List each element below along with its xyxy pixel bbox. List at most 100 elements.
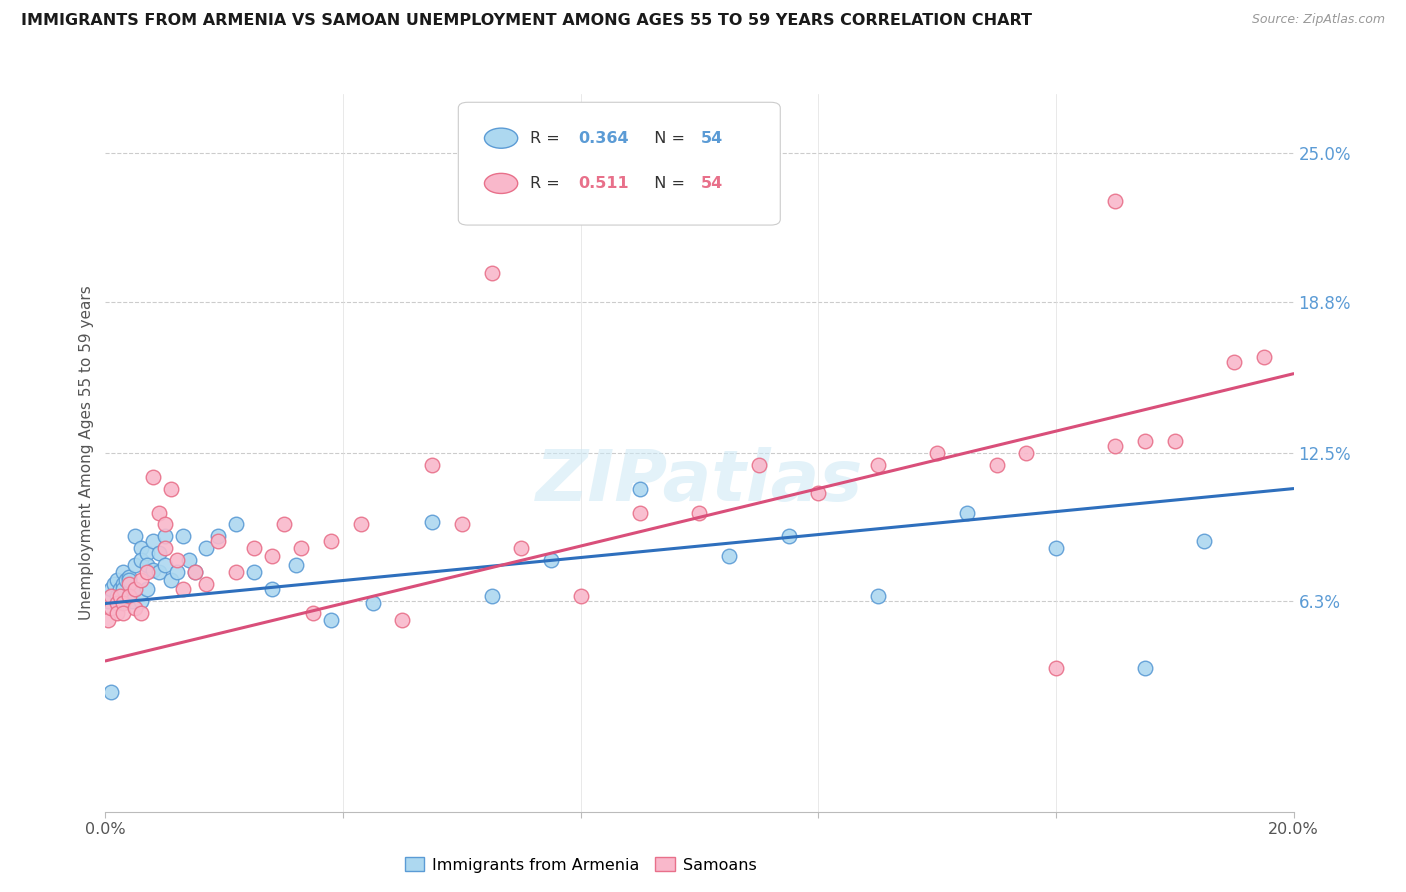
Point [628,482,651,496]
Point [112,597,135,611]
Point [172,529,194,543]
Point [105,573,128,587]
Point [243,566,266,580]
Point [124,601,146,615]
Point [350,517,373,532]
Point [302,606,325,620]
Point [110,582,132,596]
Point [129,553,152,567]
Point [195,577,218,591]
Point [321,534,343,549]
Point [321,613,343,627]
Point [118,573,141,587]
Point [866,458,889,472]
Point [481,266,503,280]
Point [124,582,146,596]
Point [986,458,1008,472]
Point [172,582,194,596]
Point [866,590,889,604]
Point [284,558,307,573]
Point [153,558,176,573]
Point [1045,661,1067,675]
Point [103,577,125,591]
Text: R =: R = [530,176,569,191]
Point [124,582,146,596]
Point [105,590,128,604]
Point [540,553,562,567]
Point [110,590,132,604]
Point [148,546,170,560]
Point [136,558,159,573]
Point [121,594,143,608]
Point [97,594,120,608]
Point [225,517,247,532]
Point [142,534,165,549]
Point [1133,661,1156,675]
Point [807,486,830,500]
Text: IMMIGRANTS FROM ARMENIA VS SAMOAN UNEMPLOYMENT AMONG AGES 55 TO 59 YEARS CORRELA: IMMIGRANTS FROM ARMENIA VS SAMOAN UNEMPL… [21,13,1032,29]
Point [148,506,170,520]
Point [1194,534,1216,549]
Point [166,553,188,567]
Point [112,606,135,620]
Point [260,549,283,563]
Point [112,582,135,596]
Point [159,482,181,496]
Text: Source: ZipAtlas.com: Source: ZipAtlas.com [1251,13,1385,27]
Text: ZIPatlas: ZIPatlas [536,447,863,516]
Point [207,529,229,543]
Point [183,566,205,580]
Point [129,594,152,608]
Circle shape [485,173,517,194]
Point [115,573,138,587]
Point [97,613,120,627]
Point [956,506,979,520]
Point [361,597,384,611]
Point [118,590,141,604]
Point [136,566,159,580]
Point [166,566,188,580]
Point [136,582,159,596]
Point [136,546,159,560]
Text: 54: 54 [700,176,723,191]
Point [1015,446,1038,460]
Circle shape [485,128,517,148]
Text: 0.364: 0.364 [578,131,628,145]
Point [450,517,472,532]
Point [153,529,176,543]
Point [569,590,592,604]
Point [195,541,218,556]
Point [1104,194,1126,209]
Y-axis label: Unemployment Among Ages 55 to 59 years: Unemployment Among Ages 55 to 59 years [79,285,94,620]
Point [273,517,295,532]
Point [159,573,181,587]
Point [510,541,533,556]
Point [290,541,312,556]
Point [689,506,711,520]
Text: R =: R = [530,131,564,145]
Point [183,566,205,580]
Point [124,529,146,543]
Point [420,515,443,529]
Point [118,590,141,604]
Point [100,590,122,604]
Point [148,566,170,580]
Point [391,613,413,627]
Point [177,553,200,567]
Point [1045,541,1067,556]
Text: N =: N = [644,131,690,145]
Point [124,558,146,573]
Legend: Immigrants from Armenia, Samoans: Immigrants from Armenia, Samoans [398,851,763,880]
Point [207,534,229,549]
Point [100,685,122,699]
Point [927,446,949,460]
Text: 0.511: 0.511 [578,176,628,191]
Point [260,582,283,596]
Point [243,541,266,556]
Point [1223,355,1246,369]
Point [118,570,141,584]
Point [748,458,770,472]
FancyBboxPatch shape [458,103,780,225]
Point [112,566,135,580]
Point [142,469,165,483]
